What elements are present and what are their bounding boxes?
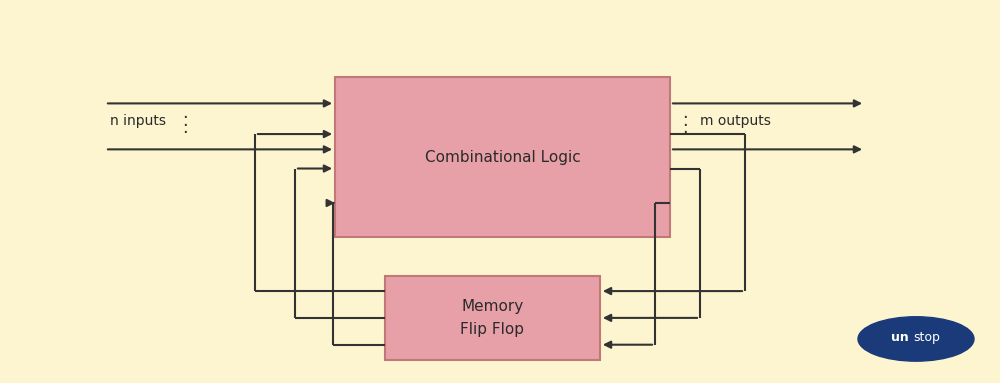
- Text: Memory
Flip Flop: Memory Flip Flop: [460, 299, 524, 337]
- Circle shape: [858, 317, 974, 361]
- Bar: [385, 276, 600, 360]
- Text: ·: ·: [182, 109, 188, 127]
- Text: ·: ·: [682, 109, 688, 127]
- Text: ·: ·: [182, 117, 188, 134]
- Text: Combinational Logic: Combinational Logic: [425, 149, 580, 165]
- Text: un: un: [891, 331, 909, 344]
- Text: stop: stop: [913, 331, 940, 344]
- Text: ·: ·: [682, 117, 688, 134]
- Bar: [335, 77, 670, 237]
- Text: n inputs: n inputs: [110, 114, 166, 128]
- Text: m outputs: m outputs: [700, 114, 771, 128]
- Text: ·: ·: [182, 124, 188, 142]
- Text: ·: ·: [682, 124, 688, 142]
